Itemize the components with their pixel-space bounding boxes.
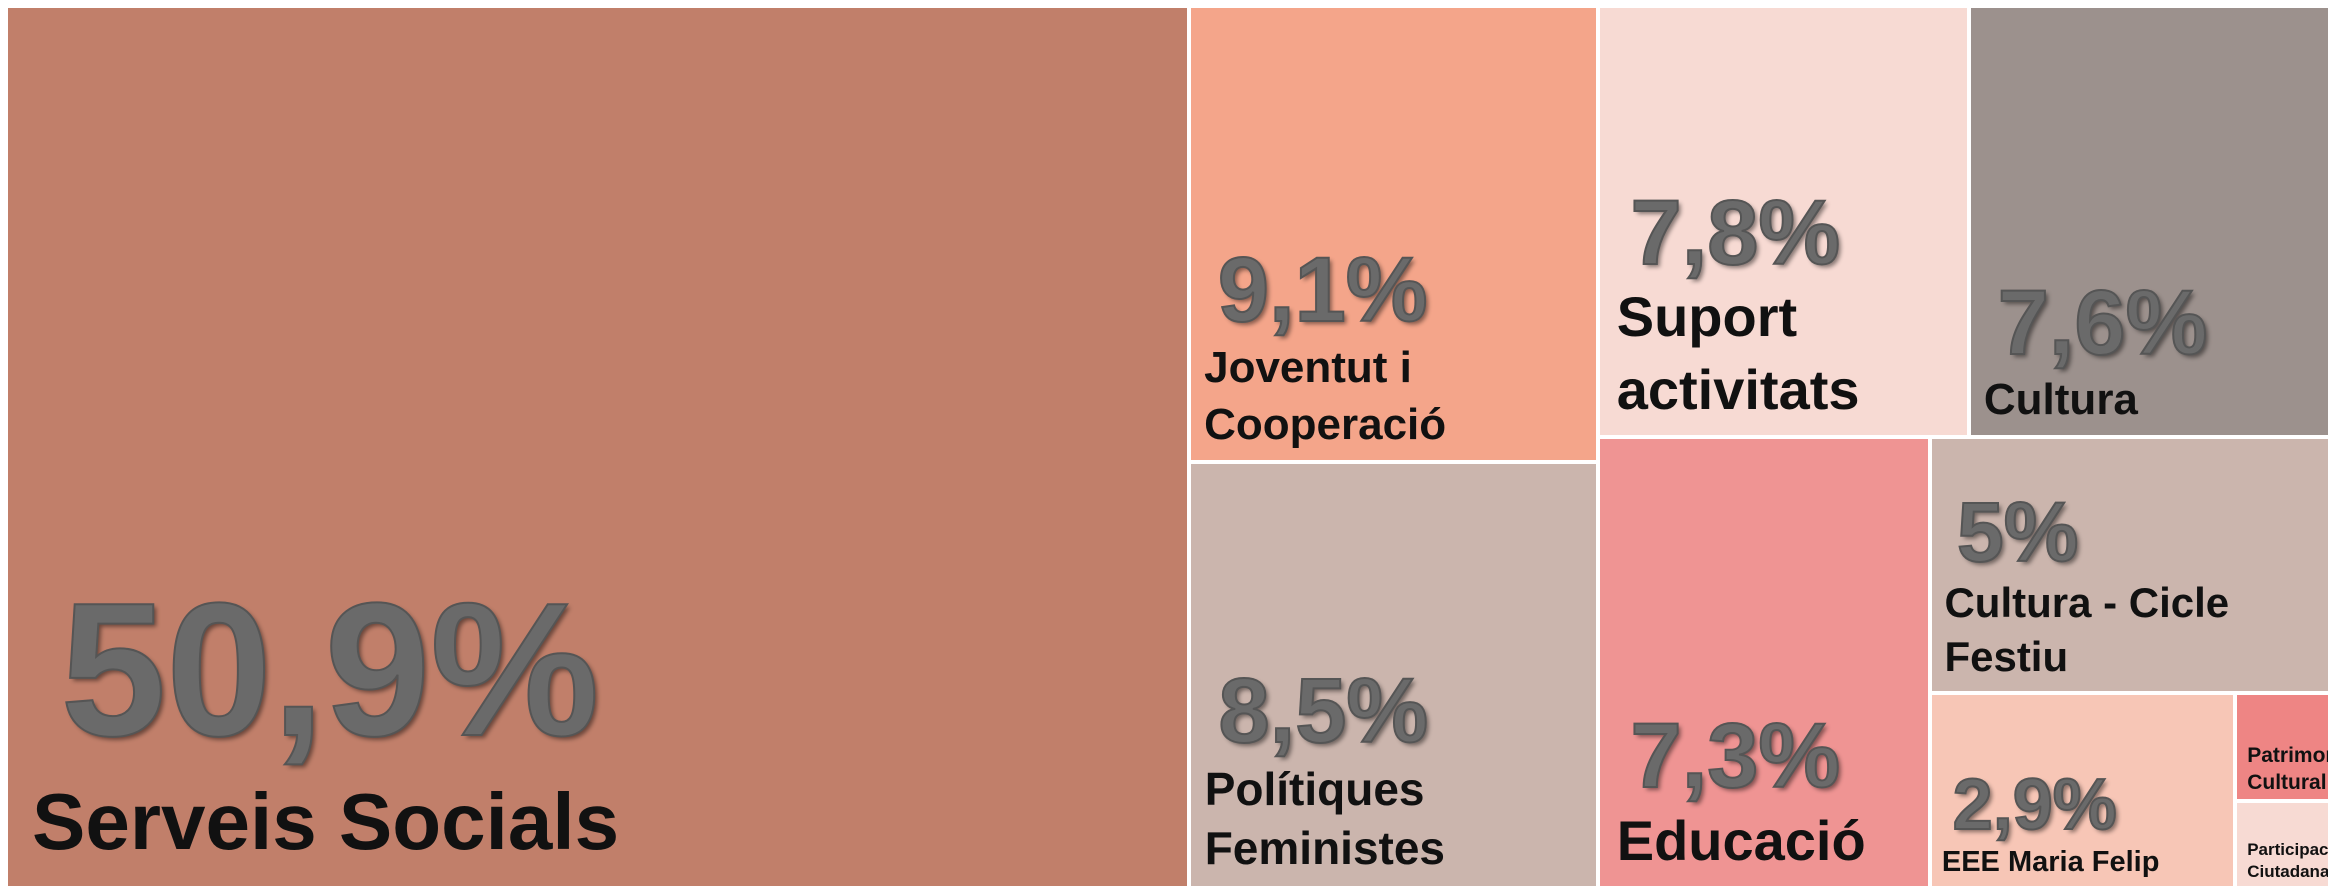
category-label: Serveis Socials xyxy=(32,777,620,866)
category-label: Polítiques Feministes xyxy=(1204,762,1446,875)
category-label: EEE Maria Felip xyxy=(1941,845,2160,878)
tile: Patrimoni Cultural xyxy=(2235,693,2330,802)
category-label: Patrimoni Cultural xyxy=(2247,743,2328,795)
value-label: 2,9% xyxy=(1952,765,2118,846)
value-label: 8,5% xyxy=(1218,659,1430,762)
tile: 2,9% EEE Maria Felip xyxy=(1929,693,2236,888)
category-label: Suport activitats xyxy=(1616,285,1860,421)
value-label: 7,8% xyxy=(1630,181,1842,284)
tile: 5% Cultura - Cicle Festiu xyxy=(1929,437,2330,694)
value-label: 50,9% xyxy=(60,563,601,776)
category-label: Cultura - Cicle Festiu xyxy=(1944,578,2230,681)
value-label: 7,3% xyxy=(1630,705,1842,808)
tile: 7,6% Cultura xyxy=(1968,6,2330,438)
tile: 7,8% Suport activitats xyxy=(1597,6,1969,438)
value-label: 7,6% xyxy=(1997,271,2209,374)
value-label: 9,1% xyxy=(1217,239,1429,342)
tile: 7,3% Educació xyxy=(1597,437,1930,888)
tile: 8,5% Polítiques Feministes xyxy=(1188,462,1598,888)
tile: 9,1% Joventut i Cooperació xyxy=(1188,6,1598,463)
value-label: 5% xyxy=(1956,484,2079,579)
tile: Participació Ciutadana xyxy=(2235,801,2330,888)
tile: 50,9% Serveis Socials xyxy=(6,6,1189,888)
category-label: Cultura xyxy=(1983,375,2138,425)
category-label: Joventut i Cooperació xyxy=(1204,343,1447,450)
category-label: Participació Ciutadana xyxy=(2247,840,2330,882)
category-label: Educació xyxy=(1616,808,1866,872)
